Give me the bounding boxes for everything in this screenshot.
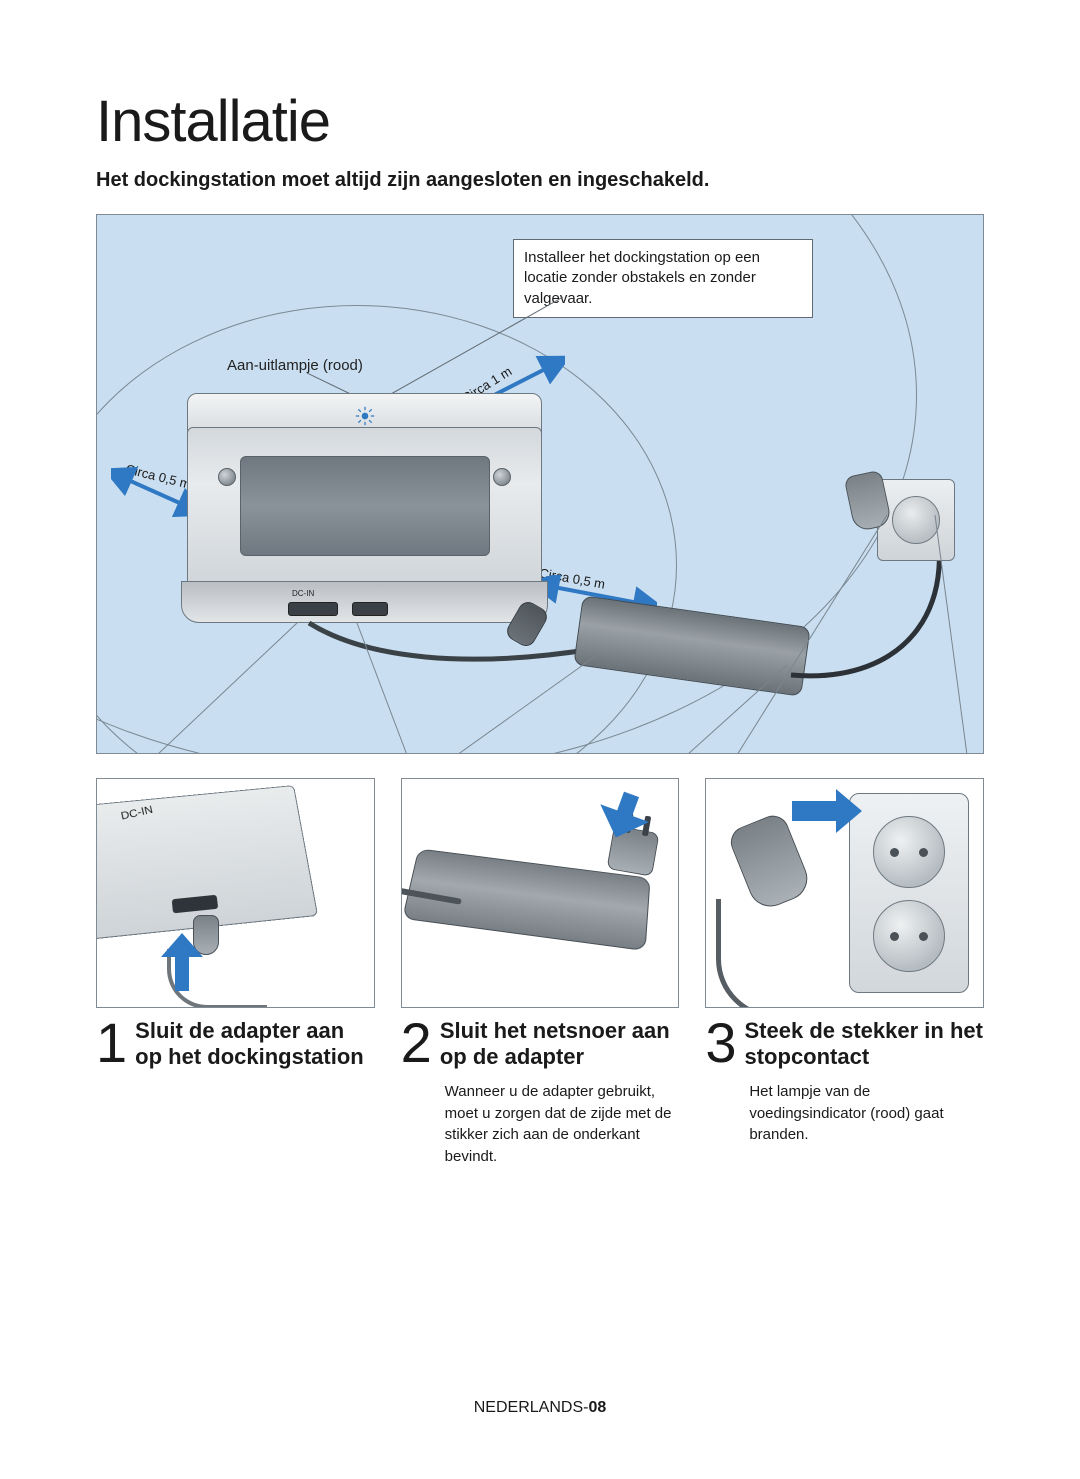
diagram-body: Installeer het dockingstation op een loc… — [97, 215, 983, 753]
wall-plate — [849, 793, 969, 993]
led-label: Aan-uitlampje (rood) — [227, 357, 363, 374]
step-2-title: Sluit het netsnoer aan op de adapter — [440, 1018, 680, 1071]
step-1: DC-IN 1 Sluit de adapter aan op het dock… — [96, 778, 375, 1168]
page-subtitle: Het dockingstation moet altijd zijn aang… — [96, 169, 984, 192]
step-2-panel — [401, 778, 680, 1008]
insert-arrow-icon — [792, 789, 862, 833]
dc-in-port — [288, 602, 338, 616]
manual-page: Installatie Het dockingstation moet alti… — [0, 0, 1080, 1479]
wall-socket-top — [873, 816, 945, 888]
mini-dc-port — [172, 895, 219, 914]
step-3: 3 Steek de stekker in het stopcontact He… — [705, 778, 984, 1168]
installation-diagram: Installeer het dockingstation op een loc… — [96, 214, 984, 754]
step-3-desc: Het lampje van de voedingsindicator (roo… — [749, 1081, 984, 1146]
footer-page-number: 08 — [588, 1399, 606, 1416]
wall-socket-bottom — [873, 900, 945, 972]
wall-plug-cable — [716, 899, 836, 1008]
docking-station: DC-IN — [187, 393, 542, 623]
step-2-number: 2 — [401, 1018, 432, 1068]
aux-port — [352, 602, 388, 616]
step-1-number: 1 — [96, 1018, 127, 1068]
step-3-number: 3 — [705, 1018, 736, 1068]
insert-arrow-icon — [157, 933, 207, 993]
screw-icon — [218, 468, 236, 486]
dock-panel — [240, 456, 490, 556]
wall-outlet — [877, 479, 955, 561]
page-title: Installatie — [96, 88, 984, 155]
step-3-panel — [705, 778, 984, 1008]
step-3-title: Steek de stekker in het stopcontact — [745, 1018, 985, 1071]
mini-dcin-label: DC-IN — [120, 803, 154, 822]
page-footer: NEDERLANDS-08 — [0, 1399, 1080, 1417]
step-1-title: Sluit de adapter aan op het dockingstati… — [135, 1018, 375, 1071]
step-1-panel: DC-IN — [96, 778, 375, 1008]
steps-row: DC-IN 1 Sluit de adapter aan op het dock… — [96, 778, 984, 1168]
dc-in-label: DC-IN — [292, 589, 314, 598]
dock-body — [187, 427, 542, 587]
footer-lang: NEDERLANDS- — [474, 1399, 589, 1416]
wall-socket — [892, 496, 940, 544]
step-2-desc: Wanneer u de adapter gebruikt, moet u zo… — [445, 1081, 680, 1168]
dock-to-brick-cable — [307, 619, 597, 689]
step-2: 2 Sluit het netsnoer aan op de adapter W… — [401, 778, 680, 1168]
dock-base: DC-IN — [181, 581, 548, 623]
power-led-icon — [355, 406, 375, 426]
screw-icon — [493, 468, 511, 486]
